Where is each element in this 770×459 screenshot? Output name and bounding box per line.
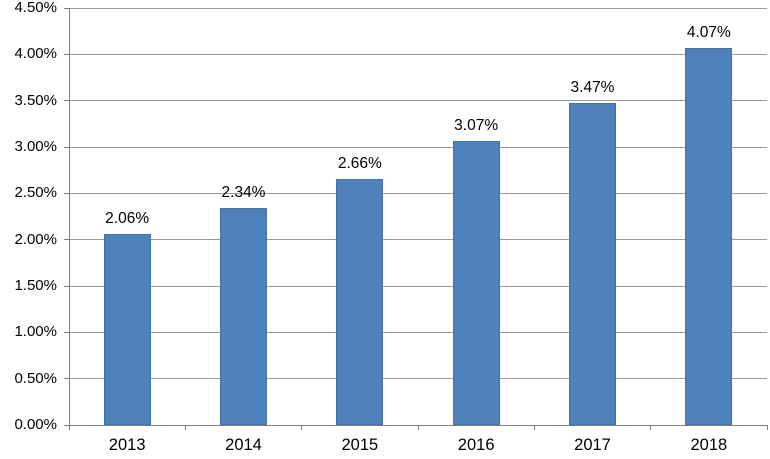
- y-gridline: [69, 239, 767, 241]
- y-axis-tick-label: 3.00%: [14, 138, 57, 155]
- y-axis-tick-label: 4.00%: [14, 45, 57, 63]
- y-axis-tick: [64, 100, 69, 102]
- bar-value-label: 3.07%: [454, 116, 499, 134]
- x-axis-line: [64, 425, 767, 426]
- y-axis-tick: [64, 378, 69, 380]
- bar-2013: [103, 234, 151, 425]
- x-axis-category-label: 2018: [690, 436, 728, 454]
- y-axis-tick: [64, 146, 69, 148]
- x-axis-tick: [766, 425, 768, 430]
- y-axis-tick: [64, 285, 69, 287]
- y-gridline: [69, 7, 767, 9]
- y-axis-tick-label: 3.50%: [14, 91, 57, 109]
- y-axis-tick-label: 4.50%: [14, 0, 57, 16]
- x-axis-tick: [417, 425, 419, 430]
- y-gridline: [69, 285, 767, 287]
- x-axis-tick: [650, 425, 652, 430]
- y-axis-tick-label: 2.00%: [14, 230, 57, 248]
- x-axis-tick: [184, 425, 186, 430]
- y-axis-tick-label: 2.50%: [14, 184, 57, 202]
- y-gridline: [69, 100, 767, 102]
- bar-value-label: 3.47%: [570, 79, 615, 97]
- x-axis-category-label: 2014: [225, 436, 262, 454]
- bar-value-label: 2.06%: [105, 210, 150, 228]
- y-axis-line: [69, 8, 70, 430]
- y-gridline: [69, 53, 767, 55]
- y-axis-tick: [64, 53, 69, 55]
- y-axis-tick: [64, 192, 69, 194]
- y-axis-tick-label: 0.50%: [14, 369, 57, 387]
- y-axis-tick-label: 0.00%: [14, 416, 57, 433]
- y-axis-tick-label: 1.00%: [14, 323, 57, 341]
- x-axis-category-label: 2017: [574, 436, 611, 454]
- bar-value-label: 2.66%: [337, 154, 382, 172]
- bar-2018: [685, 47, 733, 425]
- bar-2017: [569, 103, 616, 425]
- y-gridline: [69, 331, 767, 333]
- y-gridline: [69, 378, 767, 380]
- y-gridline: [69, 192, 767, 194]
- bar-value-label: 4.07%: [686, 23, 731, 41]
- y-gridline: [69, 146, 767, 148]
- bar-value-label: 2.34%: [221, 184, 266, 202]
- y-axis-tick: [64, 239, 69, 241]
- x-axis-tick: [533, 425, 535, 430]
- bar-2014: [220, 208, 267, 425]
- x-axis-tick: [301, 425, 303, 430]
- x-axis-category-label: 2015: [341, 436, 379, 454]
- x-axis-category-label: 2016: [457, 436, 495, 454]
- bar-2016: [452, 140, 500, 425]
- y-axis-tick: [64, 331, 69, 333]
- y-axis-tick: [64, 7, 69, 9]
- y-axis-tick-label: 1.50%: [14, 277, 57, 294]
- bar-2015: [336, 178, 384, 425]
- x-axis-category-label: 2013: [108, 436, 146, 454]
